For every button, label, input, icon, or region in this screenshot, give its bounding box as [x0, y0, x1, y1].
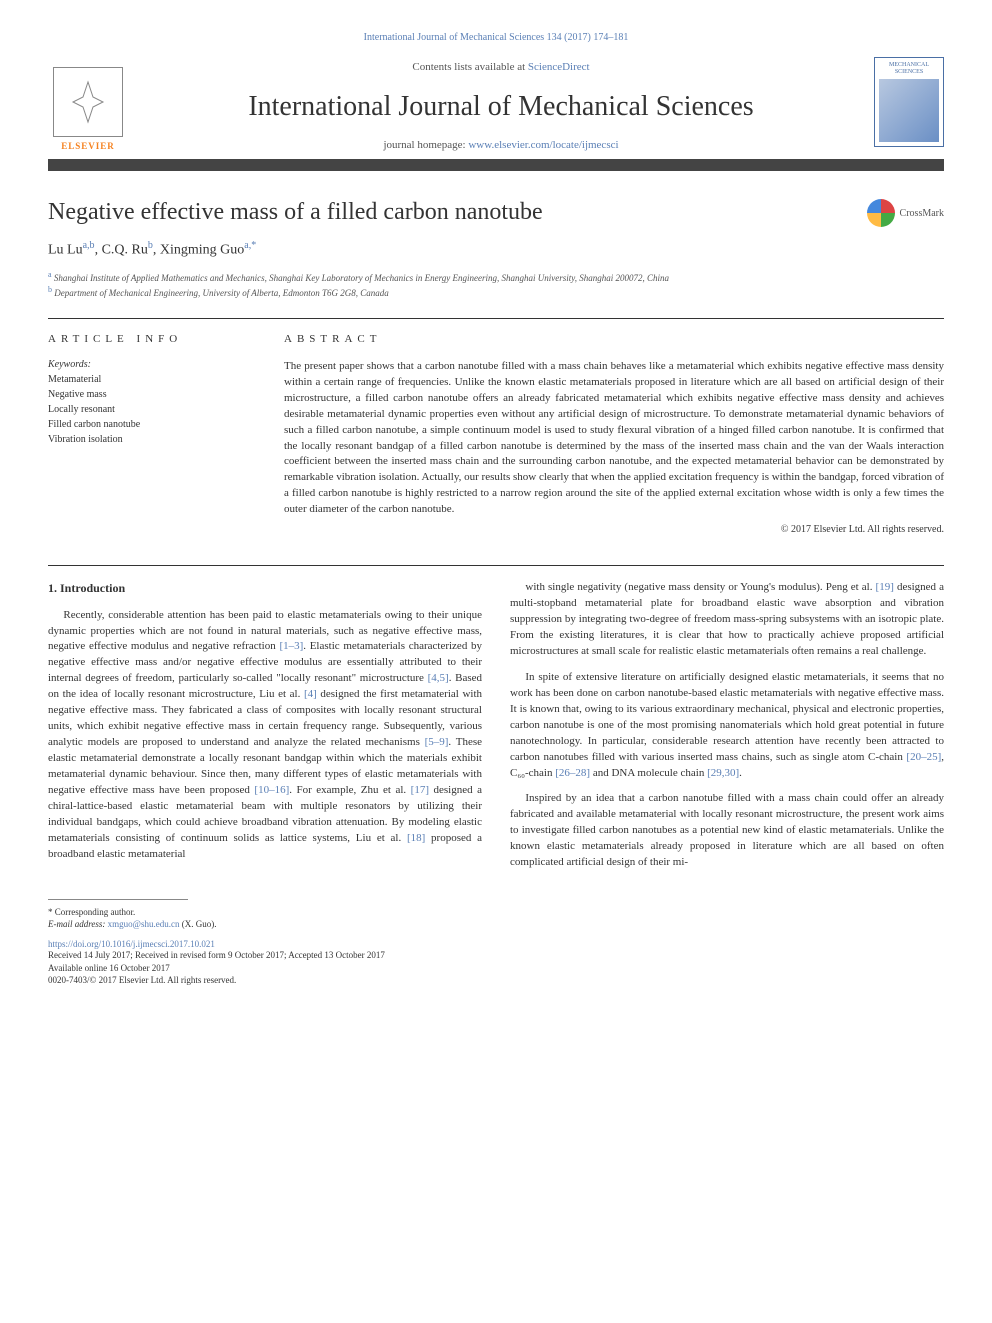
footnotes: * Corresponding author. E-mail address: … — [48, 906, 944, 931]
article-title: Negative effective mass of a filled carb… — [48, 199, 543, 226]
cover-title: MECHANICAL SCIENCES — [879, 62, 939, 75]
email-line: E-mail address: xmguo@shu.edu.cn (X. Guo… — [48, 918, 944, 931]
corresponding-author-note: * Corresponding author. — [48, 906, 944, 919]
section-heading-introduction: 1. Introduction — [48, 580, 482, 597]
elsevier-logo[interactable]: ELSEVIER — [48, 57, 128, 151]
sciencedirect-link[interactable]: ScienceDirect — [528, 61, 590, 73]
divider — [48, 565, 944, 566]
crossmark-icon — [867, 199, 895, 227]
abstract-text: The present paper shows that a carbon na… — [284, 359, 944, 518]
journal-cover-thumbnail[interactable]: MECHANICAL SCIENCES — [874, 57, 944, 147]
affiliations: a Shanghai Institute of Applied Mathemat… — [48, 269, 944, 300]
journal-name: International Journal of Mechanical Scie… — [144, 91, 858, 123]
authors: Lu Lua,b, C.Q. Rub, Xingming Guoa,* — [48, 240, 944, 259]
elsevier-tree-icon — [53, 67, 123, 137]
article-info-heading: article info — [48, 333, 248, 345]
elsevier-wordmark: ELSEVIER — [61, 141, 115, 151]
keywords-list: MetamaterialNegative massLocally resonan… — [48, 372, 248, 447]
journal-homepage-link[interactable]: www.elsevier.com/locate/ijmecsci — [468, 139, 618, 151]
masthead: ELSEVIER Contents lists available at Sci… — [48, 57, 944, 171]
article-dates: Received 14 July 2017; Received in revis… — [48, 949, 944, 987]
journal-homepage-line: journal homepage: www.elsevier.com/locat… — [144, 139, 858, 151]
contents-available-line: Contents lists available at ScienceDirec… — [144, 61, 858, 73]
email-link[interactable]: xmguo@shu.edu.cn — [108, 919, 180, 929]
abstract-copyright: © 2017 Elsevier Ltd. All rights reserved… — [284, 524, 944, 535]
abstract-heading: abstract — [284, 333, 944, 345]
footnote-rule — [48, 899, 188, 900]
body-columns: 1. Introduction Recently, considerable a… — [48, 580, 944, 877]
crossmark-badge[interactable]: CrossMark — [867, 199, 944, 227]
divider — [48, 318, 944, 319]
keywords-label: Keywords: — [48, 359, 248, 370]
header-citation: International Journal of Mechanical Scie… — [48, 32, 944, 43]
cover-image — [879, 79, 939, 142]
doi-link[interactable]: https://doi.org/10.1016/j.ijmecsci.2017.… — [48, 939, 944, 949]
